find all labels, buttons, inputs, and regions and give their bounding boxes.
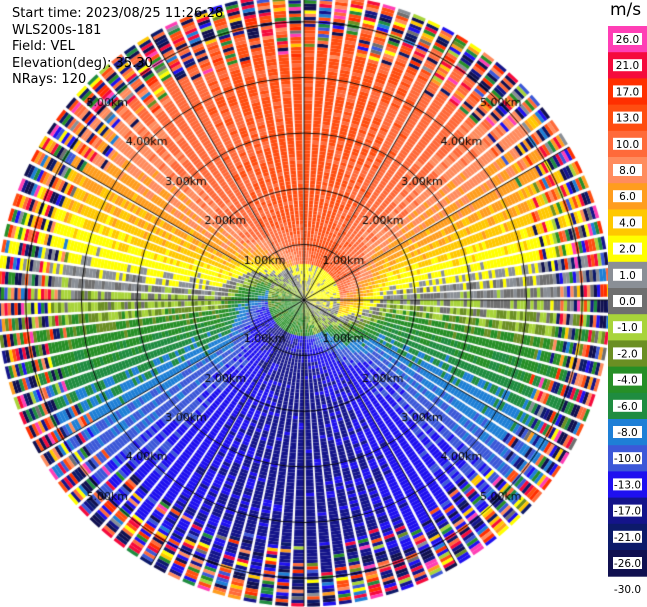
colorbar-tick-bg xyxy=(613,373,642,386)
colorbar-tick-bg xyxy=(613,295,642,307)
colorbar-tick-label: 26.0 xyxy=(616,34,639,46)
colorbar-unit: m/s xyxy=(610,0,642,20)
colorbar-tick-label: 17.0 xyxy=(616,86,639,98)
colorbar-tick-label: -4.0 xyxy=(617,375,638,387)
scan-info: Start time: 2023/08/25 11:26:28 WLS200s-… xyxy=(12,6,223,89)
colorbar-tick-label: 13.0 xyxy=(616,113,639,125)
colorbar-tick-bg xyxy=(613,504,642,517)
colorbar-tick-bg xyxy=(613,164,642,176)
colorbar-tick-label: -2.0 xyxy=(617,348,638,360)
colorbar-tick-bg xyxy=(613,137,642,150)
colorbar-tick-bg xyxy=(613,242,642,255)
elevation-label: Elevation(deg): 35.30 xyxy=(12,55,153,71)
colorbar-tick-bg xyxy=(613,399,642,412)
colorbar-tick-label: -26.0 xyxy=(614,558,641,570)
colorbar-tick-label: -21.0 xyxy=(614,532,641,544)
colorbar-tick-label: 0.0 xyxy=(619,296,636,308)
colorbar-tick-label: 6.0 xyxy=(619,191,636,203)
field-label: Field: VEL xyxy=(12,39,75,54)
colorbar-tick-bg xyxy=(613,111,642,124)
colorbar-tick-label: -1.0 xyxy=(617,322,638,334)
colorbar-tick-bg xyxy=(613,347,642,360)
colorbar-tick-label: -17.0 xyxy=(614,506,641,518)
colorbar-tick-label: -6.0 xyxy=(617,401,638,413)
colorbar-tick-label: -30.0 xyxy=(614,584,641,596)
colorbar-tick-bg xyxy=(613,557,642,569)
colorbar-tick-label: 21.0 xyxy=(616,60,639,72)
colorbar-tick-label: -8.0 xyxy=(617,427,638,439)
colorbar-tick-bg xyxy=(613,33,642,45)
colorbar-tick-bg xyxy=(613,583,642,596)
colorbar-tick-label: 2.0 xyxy=(619,244,636,256)
colorbar-tick-bg xyxy=(613,268,642,281)
colorbar-tick-bg xyxy=(613,452,642,465)
colorbar-tick-bg xyxy=(613,478,642,491)
colorbar-tick-label: 4.0 xyxy=(619,217,636,229)
colorbar-tick-label: 8.0 xyxy=(619,165,636,177)
colorbar-tick-label: -13.0 xyxy=(614,479,641,491)
colorbar: 26.0 21.0 17.0 13.0 10.0 8.0 6.0 4.0 2.0 1.0 0.0 -1… xyxy=(608,26,647,596)
colorbar-tick-bg xyxy=(613,530,642,543)
colorbar-tick-label: 1.0 xyxy=(619,270,636,282)
start-time-label: Start time: 2023/08/25 11:26:28 xyxy=(12,6,224,21)
colorbar-tick-bg xyxy=(613,321,642,334)
site-label: WLS200s-181 xyxy=(12,22,102,38)
colorbar-tick-label: -10.0 xyxy=(614,453,641,465)
colorbar-tick-bg xyxy=(613,59,642,72)
nrays-label: NRays: 120 xyxy=(12,72,87,87)
colorbar-tick-bg xyxy=(613,190,642,203)
colorbar-tick-bg xyxy=(613,426,642,438)
colorbar-tick-label: 10.0 xyxy=(616,139,639,151)
colorbar-tick-bg xyxy=(613,85,642,98)
colorbar-tick-bg xyxy=(613,216,642,229)
